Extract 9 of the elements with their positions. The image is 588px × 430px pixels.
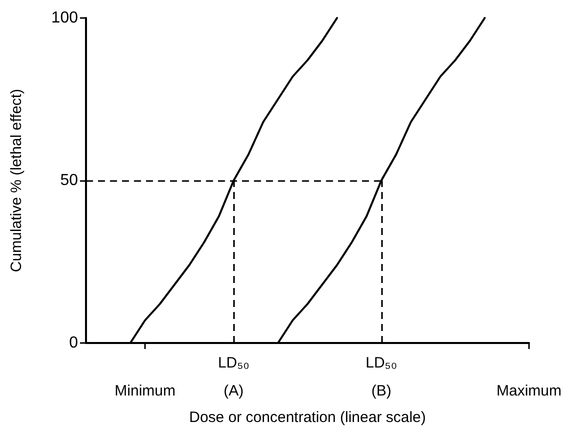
x-tick-label: LD₅₀ (B): [366, 354, 398, 400]
y-tick-label: 50: [60, 172, 78, 189]
y-axis-title: Cumulative % (lethal effect): [8, 88, 25, 272]
x-tick-label: Minimum: [114, 382, 176, 400]
x-axis-title: Dose or concentration (linear scale): [189, 409, 426, 426]
y-tick-label: 0: [69, 334, 78, 352]
y-tick-label: 100: [51, 10, 78, 26]
x-tick-label: LD₅₀ (A): [218, 354, 250, 400]
x-tick-label: Maximum: [496, 382, 562, 400]
